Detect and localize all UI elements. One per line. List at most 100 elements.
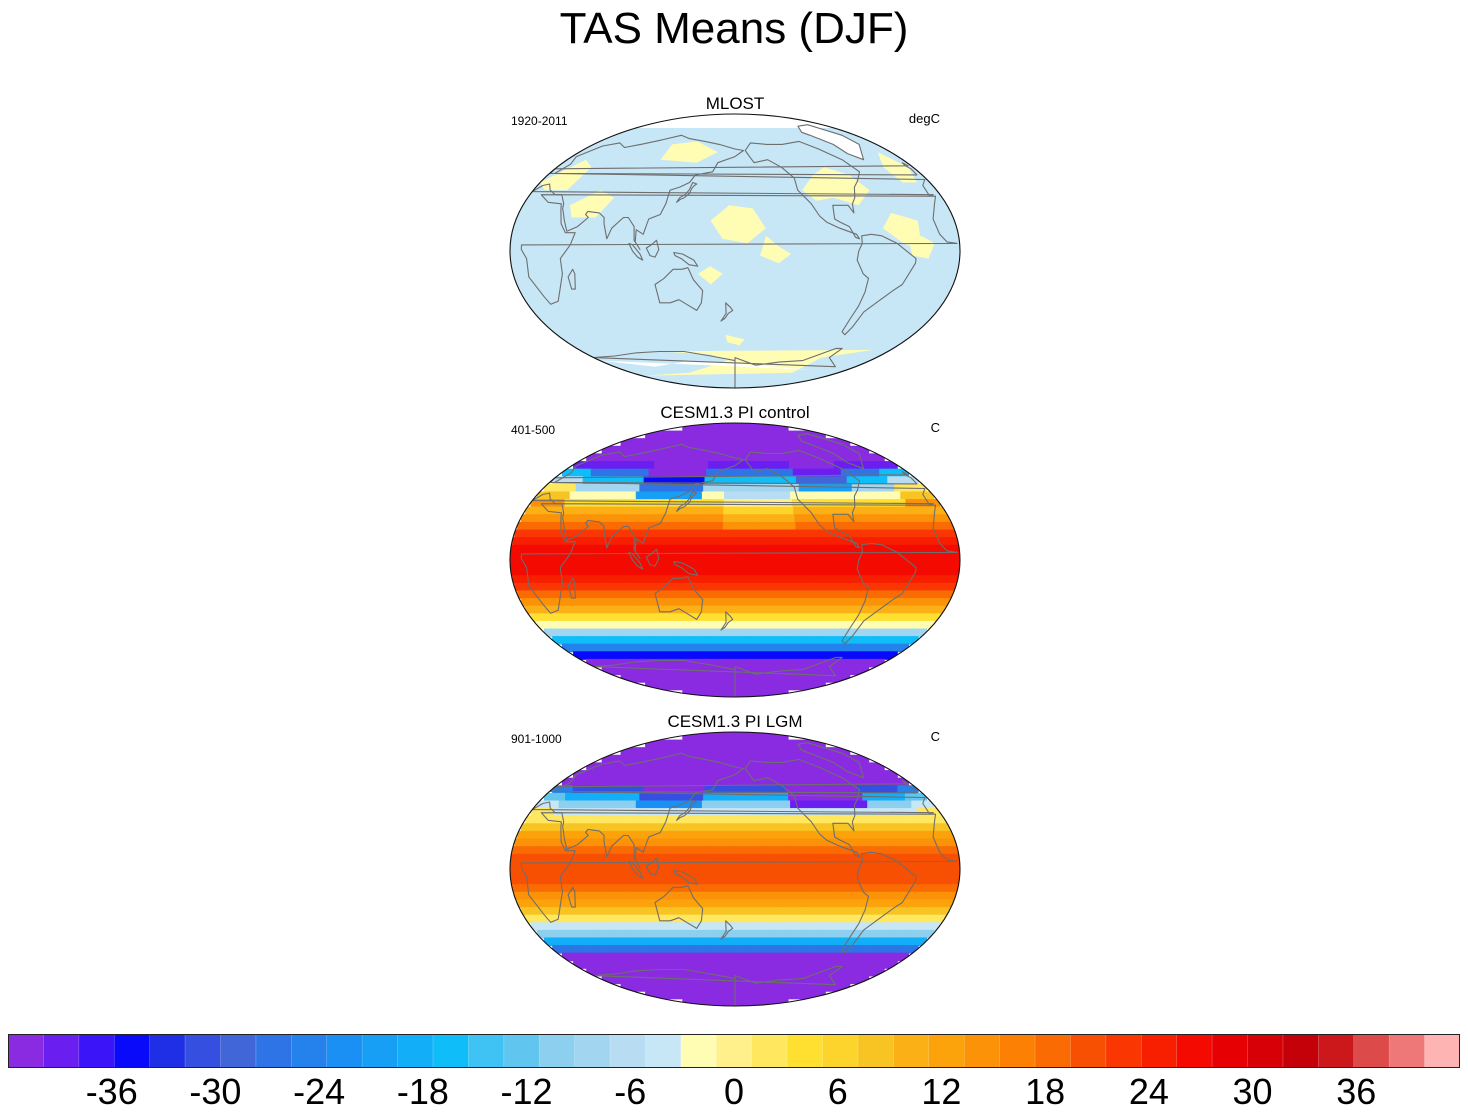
colorbar-swatch (822, 1034, 859, 1068)
coastline-australia (654, 885, 704, 929)
coastline-sumatra (628, 242, 644, 261)
colorbar-tick-label: 12 (921, 1071, 962, 1112)
colorbar-swatch (787, 1034, 824, 1068)
coastline-japan (676, 490, 698, 512)
coastline-sumatra (628, 860, 644, 879)
panel-units-label: C (930, 729, 940, 744)
colorbar-tick-label: -36 (85, 1071, 138, 1112)
colorbar-swatch (255, 1034, 292, 1068)
coastline-borneo (645, 548, 660, 567)
colorbar-tick-label: 6 (827, 1071, 848, 1112)
colorbar-swatch (1070, 1034, 1107, 1068)
colorbar-swatch (1105, 1034, 1142, 1068)
panel-period-label: 901-1000 (511, 732, 562, 746)
colorbar-tick-label: -24 (293, 1071, 346, 1112)
coastline-newZealand (720, 920, 734, 940)
coastline-australia (654, 576, 704, 620)
colorbar-swatch (8, 1034, 45, 1068)
colorbar-swatch (1424, 1034, 1460, 1068)
colorbar-swatch (220, 1034, 257, 1068)
colorbar-tick-label: -6 (614, 1071, 647, 1112)
coastline-borneo (645, 239, 660, 258)
map-panel-pi-control: CESM1.3 PI control 401-500 C (500, 403, 970, 713)
coastline-newGuinea (673, 869, 699, 885)
coastline-southAmerica (841, 542, 917, 645)
colorbar-swatch (928, 1034, 965, 1068)
coastline-africa (520, 503, 958, 614)
colorbar-swatch (999, 1034, 1036, 1068)
colorbar-swatch (574, 1034, 611, 1068)
colorbar-tick-label: 30 (1232, 1071, 1273, 1112)
coastline-northAmerica (744, 449, 861, 549)
colorbar-swatch (539, 1034, 576, 1068)
coastline-australia (654, 267, 704, 311)
colorbar-swatch (1212, 1034, 1249, 1068)
world-map-pi-lgm (509, 731, 961, 1007)
coastline-newGuinea (673, 251, 699, 267)
coastline-britain (550, 780, 918, 794)
coastline-madagascar (567, 268, 576, 290)
coastline-japan (676, 181, 698, 203)
colorbar-swatch (468, 1034, 505, 1068)
colorbar-tick-label: -18 (396, 1071, 449, 1112)
coastline-japan (676, 799, 698, 821)
colorbar-swatch (893, 1034, 930, 1068)
world-map-mlost (509, 113, 961, 389)
coastline-eurasia (531, 134, 934, 251)
colorbar-tick-label: -30 (189, 1071, 242, 1112)
colorbar-swatch (857, 1034, 894, 1068)
coastline-eurasia (531, 443, 934, 560)
colorbar-swatch (114, 1034, 151, 1068)
colorbar-tick-label: 36 (1336, 1071, 1377, 1112)
colorbar-swatch (964, 1034, 1001, 1068)
colorbar-swatch (1247, 1034, 1284, 1068)
coastline-madagascar (567, 577, 576, 599)
colorbar-swatch (185, 1034, 222, 1068)
coastline-northAmerica (744, 140, 861, 240)
colorbar-swatch (1318, 1034, 1355, 1068)
colorbar-swatch (680, 1034, 717, 1068)
colorbar-swatch (397, 1034, 434, 1068)
colorbar-swatch (1282, 1034, 1319, 1068)
colorbar-tick-label: 18 (1025, 1071, 1066, 1112)
coastline-borneo (645, 857, 660, 876)
colorbar-swatch (1176, 1034, 1213, 1068)
map-panel-mlost: MLOST 1920-2011 degC (500, 94, 970, 404)
map-outline (509, 731, 961, 1007)
coastline-northAmerica (744, 758, 861, 858)
colorbar-swatch (1141, 1034, 1178, 1068)
colorbar-swatch (149, 1034, 186, 1068)
colorbar-tick-label: 24 (1128, 1071, 1169, 1112)
coastline-britain (550, 162, 918, 176)
colorbar-swatch (1389, 1034, 1426, 1068)
map-outline (509, 422, 961, 698)
coastline-greenland (797, 124, 865, 161)
coastline-eurasia (531, 752, 934, 869)
colorbar-swatch (43, 1034, 80, 1068)
colorbar-swatch (645, 1034, 682, 1068)
colorbar-swatch (326, 1034, 363, 1068)
coastline-madagascar (567, 886, 576, 908)
colorbar-swatch (1353, 1034, 1390, 1068)
colorbar-swatch (716, 1034, 753, 1068)
coastline-newZealand (720, 611, 734, 631)
colorbar-swatch (291, 1034, 328, 1068)
world-map-pi-control (509, 422, 961, 698)
colorbar-tick-label: -12 (500, 1071, 553, 1112)
map-outline (509, 113, 961, 389)
coastline-southAmerica (841, 233, 917, 336)
colorbar (8, 1034, 1460, 1068)
colorbar-swatch (610, 1034, 647, 1068)
coastline-sumatra (628, 551, 644, 570)
panel-units-label: degC (908, 111, 940, 126)
colorbar-swatch (751, 1034, 788, 1068)
colorbar-tick-label: 0 (723, 1071, 745, 1112)
panel-title: CESM1.3 PI LGM (667, 712, 803, 731)
panel-period-label: 1920-2011 (511, 114, 568, 128)
coastline-southAmerica (841, 851, 917, 954)
colorbar-swatch (432, 1034, 469, 1068)
colorbar-swatch (362, 1034, 399, 1068)
coastline-newZealand (720, 302, 734, 322)
panel-title: CESM1.3 PI control (660, 403, 810, 422)
coastline-africa (520, 812, 958, 923)
